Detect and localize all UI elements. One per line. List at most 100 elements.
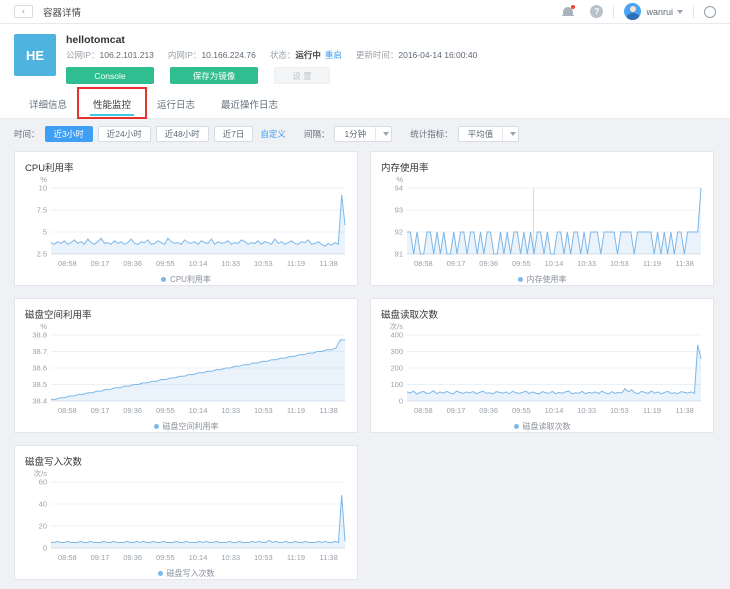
svg-text:10:53: 10:53: [610, 259, 629, 268]
legend-marker-icon: [154, 424, 159, 429]
avatar: [624, 3, 641, 20]
svg-text:11:38: 11:38: [320, 406, 338, 415]
user-menu[interactable]: wanrui: [624, 3, 683, 20]
chart-plot: 次/s400300200100008:5809:1709:3609:5510:1…: [381, 321, 705, 417]
chart-card-4: 磁盘写入次数次/s604020008:5809:1709:3609:5510:1…: [14, 445, 358, 580]
svg-text:20: 20: [39, 522, 47, 531]
svg-text:09:36: 09:36: [123, 406, 142, 415]
svg-text:5: 5: [43, 228, 47, 237]
resource-header: HE hellotomcat 公网IP：106.2.101.213 内网IP：1…: [0, 24, 730, 119]
svg-text:40: 40: [39, 500, 47, 509]
svg-text:10:53: 10:53: [254, 553, 273, 562]
svg-text:0: 0: [43, 544, 47, 553]
metric-select[interactable]: 平均值: [458, 126, 520, 142]
svg-text:93: 93: [395, 206, 403, 215]
svg-text:10:33: 10:33: [221, 259, 240, 268]
chart-plot: %107.552.508:5809:1709:3609:5510:1410:33…: [25, 174, 349, 270]
topbar: ‹ 容器详情 ? wanrui: [0, 0, 730, 24]
svg-text:11:38: 11:38: [676, 259, 694, 268]
svg-text:10:33: 10:33: [577, 406, 596, 415]
svg-text:11:19: 11:19: [643, 406, 661, 415]
svg-text:11:38: 11:38: [320, 553, 338, 562]
svg-text:92: 92: [395, 228, 403, 237]
svg-text:11:19: 11:19: [287, 406, 305, 415]
legend-label: 磁盘空间利用率: [163, 422, 219, 431]
svg-text:11:38: 11:38: [320, 259, 338, 268]
tab-detail-info[interactable]: 详细信息: [16, 92, 80, 118]
time-range-24h[interactable]: 近24小时: [98, 126, 151, 142]
svg-text:08:58: 08:58: [414, 406, 433, 415]
tab-run-log[interactable]: 运行日志: [144, 92, 208, 118]
svg-text:94: 94: [395, 184, 403, 193]
interval-select[interactable]: 1分钟: [334, 126, 392, 142]
time-range-3h[interactable]: 近3小时: [45, 126, 93, 142]
restart-link[interactable]: 重启: [325, 50, 342, 60]
svg-text:10:33: 10:33: [221, 553, 240, 562]
tab-performance-monitor[interactable]: 性能监控: [80, 92, 144, 118]
tab-recent-operation-log[interactable]: 最近操作日志: [208, 92, 291, 118]
legend-marker-icon: [158, 571, 163, 576]
time-range-7d[interactable]: 近7日: [214, 126, 254, 142]
help-icon[interactable]: ?: [590, 5, 603, 18]
chevron-down-icon: [376, 132, 391, 136]
svg-text:09:36: 09:36: [479, 259, 498, 268]
svg-text:200: 200: [390, 364, 403, 373]
legend-label: CPU利用率: [170, 275, 211, 284]
settings-button[interactable]: 设 置: [274, 67, 330, 84]
status-badge: 运行中: [295, 50, 321, 60]
chart-legend[interactable]: 内存使用率: [381, 274, 703, 285]
svg-text:300: 300: [390, 347, 403, 356]
notification-bell-icon[interactable]: [562, 6, 574, 18]
svg-text:10:53: 10:53: [254, 259, 273, 268]
svg-text:09:55: 09:55: [156, 406, 175, 415]
chart-title: CPU利用率: [25, 160, 347, 174]
svg-text:08:58: 08:58: [58, 553, 77, 562]
svg-text:11:19: 11:19: [643, 259, 661, 268]
svg-text:60: 60: [39, 478, 47, 487]
interval-label: 间隔：: [304, 128, 330, 140]
svg-text:08:58: 08:58: [58, 406, 77, 415]
svg-text:10:33: 10:33: [577, 259, 596, 268]
custom-time-link[interactable]: 自定义: [260, 128, 286, 140]
svg-text:10: 10: [39, 184, 47, 193]
chart-legend[interactable]: CPU利用率: [25, 274, 347, 285]
svg-text:10:53: 10:53: [610, 406, 629, 415]
page-title: 容器详情: [43, 5, 81, 19]
divider: [613, 6, 614, 18]
svg-text:11:38: 11:38: [676, 406, 694, 415]
svg-text:400: 400: [390, 331, 403, 340]
svg-text:10:14: 10:14: [189, 406, 208, 415]
svg-text:10:14: 10:14: [189, 553, 208, 562]
svg-text:09:36: 09:36: [123, 553, 142, 562]
svg-text:10:33: 10:33: [221, 406, 240, 415]
chart-title: 内存使用率: [381, 160, 703, 174]
svg-text:10:53: 10:53: [254, 406, 273, 415]
console-button[interactable]: Console: [66, 67, 154, 84]
service-icon[interactable]: [704, 6, 716, 18]
chart-title: 磁盘读取次数: [381, 307, 703, 321]
svg-text:38.5: 38.5: [32, 380, 47, 389]
chart-legend[interactable]: 磁盘读取次数: [381, 421, 703, 432]
svg-text:09:36: 09:36: [479, 406, 498, 415]
chevron-down-icon: [677, 10, 683, 14]
time-label: 时间：: [14, 128, 40, 140]
svg-text:09:17: 09:17: [447, 406, 466, 415]
chart-title: 磁盘空间利用率: [25, 307, 347, 321]
back-button[interactable]: ‹: [14, 5, 33, 18]
svg-text:08:58: 08:58: [58, 259, 77, 268]
metric-label: 统计指标：: [410, 128, 453, 140]
chart-legend[interactable]: 磁盘空间利用率: [25, 421, 347, 432]
svg-text:7.5: 7.5: [37, 206, 47, 215]
svg-text:2.5: 2.5: [37, 250, 47, 259]
svg-text:09:55: 09:55: [156, 553, 175, 562]
svg-text:09:17: 09:17: [447, 259, 466, 268]
chart-legend[interactable]: 磁盘写入次数: [25, 568, 347, 579]
svg-text:91: 91: [395, 250, 403, 259]
save-as-image-button[interactable]: 保存为镜像: [170, 67, 258, 84]
svg-text:09:55: 09:55: [512, 406, 531, 415]
updated-time: 更新时间：2016-04-14 16:00:40: [356, 49, 477, 61]
time-range-48h[interactable]: 近48小时: [156, 126, 209, 142]
svg-text:38.8: 38.8: [32, 331, 47, 340]
tab-bar: 详细信息 性能监控 运行日志 最近操作日志: [14, 92, 716, 118]
private-ip: 内网IP：10.166.224.76: [168, 49, 256, 61]
